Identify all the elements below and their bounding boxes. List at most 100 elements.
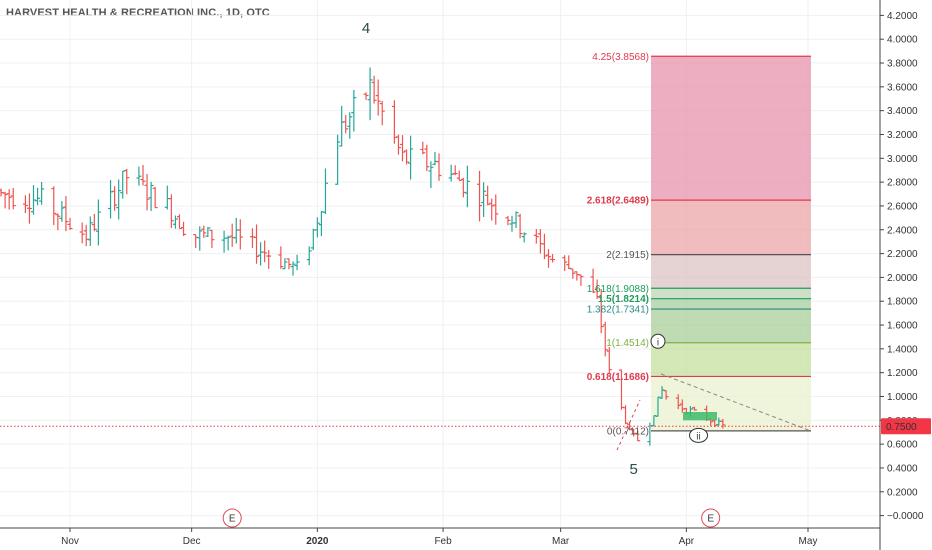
last-price-value: 0.7500 bbox=[886, 422, 917, 433]
ohlc-bar bbox=[172, 215, 178, 229]
ohlc-bar bbox=[79, 222, 85, 244]
trend-line-dashed bbox=[660, 373, 812, 432]
price-tick-label: 3.0000 bbox=[887, 154, 918, 165]
price-tick-label: 3.2000 bbox=[887, 130, 918, 141]
price-axis[interactable]: 4.2000 4.0000 3.8000 3.6000 3.4000 3.2000 3.00… bbox=[879, 0, 931, 550]
fib-level-label: 0(0.7112) bbox=[607, 426, 649, 437]
ohlc-bar bbox=[290, 261, 296, 276]
ohlc-bar bbox=[623, 405, 629, 425]
price-tick-label: 3.6000 bbox=[887, 82, 918, 93]
price-tick-label: 0.6000 bbox=[887, 440, 918, 451]
ohlc-bar bbox=[578, 274, 584, 286]
wave-label: 5 bbox=[629, 461, 637, 478]
wave-label: 4 bbox=[362, 20, 370, 37]
ohlc-bar bbox=[339, 105, 345, 147]
ohlc-bar bbox=[395, 134, 401, 155]
price-tick-label: 1.0000 bbox=[887, 392, 918, 403]
ohlc-bar bbox=[590, 268, 596, 293]
fib-level-label: 2.618(2.6489) bbox=[587, 196, 649, 207]
ohlc-bar bbox=[35, 187, 41, 206]
ohlc-bar bbox=[181, 221, 187, 236]
ohlc-bar bbox=[351, 89, 357, 132]
fib-zone bbox=[651, 288, 811, 299]
wave-label: ii bbox=[696, 431, 700, 442]
ohlc-bar bbox=[221, 230, 227, 253]
price-tick-label: 2.4000 bbox=[887, 225, 918, 236]
ohlc-bar bbox=[95, 199, 101, 246]
ohlc-bar bbox=[464, 165, 470, 208]
ohlc-bar bbox=[120, 170, 126, 199]
ohlc-bar bbox=[424, 144, 430, 171]
ohlc-bar bbox=[505, 216, 511, 226]
ohlc-bar bbox=[335, 134, 341, 185]
ohlc-bar bbox=[10, 188, 16, 210]
price-tick-label: −0.0000 bbox=[887, 511, 924, 522]
earnings-marker bbox=[701, 508, 721, 528]
ohlc-bar bbox=[67, 217, 73, 230]
ohlc-bar bbox=[602, 321, 608, 357]
price-tick-label: 1.8000 bbox=[887, 297, 918, 308]
time-tick-label: Mar bbox=[552, 536, 570, 547]
ohlc-bar bbox=[249, 228, 255, 248]
ohlc-bar bbox=[176, 214, 182, 230]
ohlc-bar bbox=[51, 186, 57, 226]
price-tick-label: 2.8000 bbox=[887, 178, 918, 189]
ohlc-bar bbox=[229, 223, 235, 247]
ohlc-bar bbox=[675, 394, 681, 410]
price-tick-label: 1.2000 bbox=[887, 368, 918, 379]
time-tick-label: Nov bbox=[61, 536, 79, 547]
ohlc-bar bbox=[651, 415, 657, 427]
ohlc-bar bbox=[306, 246, 312, 266]
ohlc-bar bbox=[712, 419, 718, 427]
price-tick-label: 1.4000 bbox=[887, 344, 918, 355]
ohlc-bar bbox=[286, 258, 292, 270]
time-tick-label: 2020 bbox=[306, 536, 329, 547]
ohlc-bar bbox=[22, 195, 28, 214]
price-tick-label: 0.2000 bbox=[887, 487, 918, 498]
time-tick-label: Apr bbox=[679, 536, 695, 547]
earnings-marker-label: E bbox=[229, 514, 236, 525]
fib-zone bbox=[651, 376, 811, 431]
ohlc-bar bbox=[485, 185, 491, 206]
ohlc-bar bbox=[197, 226, 203, 251]
ohlc-bar bbox=[83, 224, 89, 247]
ohlc-bar bbox=[404, 149, 410, 165]
time-axis[interactable]: Nov Dec 2020 Feb Mar Apr May E E bbox=[0, 508, 880, 547]
ohlc-bar bbox=[420, 141, 426, 155]
fib-level-label: 1.382(1.7341) bbox=[587, 305, 649, 316]
fib-zone bbox=[651, 200, 811, 255]
ohlc-bar bbox=[720, 418, 726, 429]
ohlc-bar bbox=[31, 185, 37, 215]
ohlc-bar bbox=[481, 182, 487, 217]
ohlc-bar bbox=[379, 100, 385, 126]
fib-extension-zones bbox=[651, 56, 811, 431]
ohlc-bar bbox=[136, 166, 142, 186]
ohlc-bar bbox=[168, 194, 174, 229]
ohlc-bar bbox=[237, 219, 243, 250]
ohlc-bar bbox=[26, 193, 32, 224]
ohlc-bar bbox=[278, 246, 284, 269]
ohlc-bar bbox=[400, 135, 406, 162]
last-price-tag bbox=[881, 418, 931, 435]
ohlc-bar bbox=[448, 164, 454, 182]
ohlc-bar bbox=[140, 165, 146, 186]
ohlc-bar bbox=[152, 187, 158, 209]
fib-level-label: 2(2.1915) bbox=[606, 250, 649, 261]
ohlc-bar bbox=[533, 229, 539, 244]
ohlc-bar bbox=[205, 226, 211, 238]
price-tick-label: 0.4000 bbox=[887, 463, 918, 474]
ohlc-bar bbox=[201, 225, 207, 238]
wave-label-circle bbox=[650, 333, 666, 349]
ohlc-bar bbox=[108, 180, 114, 219]
ohlc-bar bbox=[225, 235, 231, 251]
ohlc-bar bbox=[254, 224, 260, 264]
price-tick-label: 2.6000 bbox=[887, 201, 918, 212]
ohlc-bar bbox=[282, 258, 288, 270]
ohlc-bar bbox=[193, 233, 199, 248]
ohlc-bar bbox=[87, 216, 93, 246]
fib-level-label: 1.5(1.8214) bbox=[598, 294, 649, 305]
price-tick-label: 4.0000 bbox=[887, 35, 918, 46]
fib-zone bbox=[651, 309, 811, 343]
ohlc-bar bbox=[452, 165, 458, 176]
